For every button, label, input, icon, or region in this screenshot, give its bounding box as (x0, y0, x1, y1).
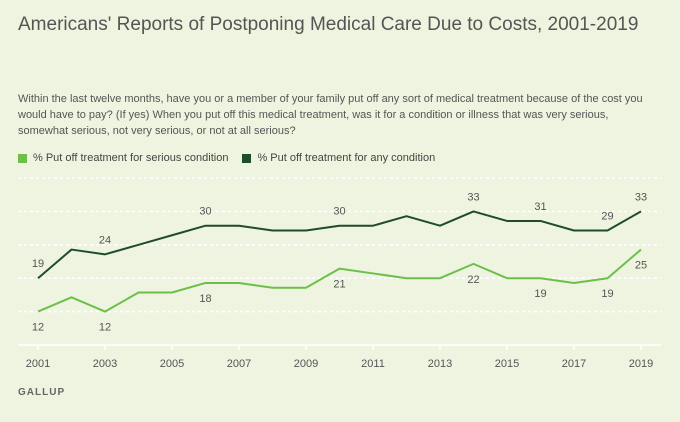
x-tick-label: 2007 (227, 358, 251, 370)
data-label: 18 (199, 293, 211, 305)
data-label: 33 (635, 191, 647, 203)
data-label: 30 (199, 206, 211, 218)
data-label: 21 (333, 279, 345, 291)
legend: % Put off treatment for serious conditio… (18, 151, 449, 165)
legend-label-any: % Put off treatment for any condition (257, 152, 436, 164)
x-tick-label: 2011 (361, 358, 385, 370)
data-label: 25 (635, 260, 647, 272)
data-label: 33 (467, 191, 479, 203)
data-label: 19 (32, 258, 44, 270)
x-tick-label: 2001 (26, 358, 50, 370)
legend-swatch-any (242, 153, 252, 163)
data-label: 22 (467, 274, 479, 286)
series-line-serious (37, 248, 642, 313)
data-label: 30 (333, 206, 345, 218)
data-label: 29 (601, 210, 613, 222)
x-tick-label: 2003 (93, 358, 117, 370)
data-label: 24 (99, 234, 111, 246)
data-label: 12 (32, 322, 44, 334)
chart-title: Americans' Reports of Postponing Medical… (18, 14, 639, 35)
data-label: 12 (99, 322, 111, 334)
survey-question: Within the last twelve months, have you … (18, 93, 643, 137)
legend-item-serious: % Put off treatment for serious conditio… (18, 152, 228, 164)
data-label: 19 (601, 288, 613, 300)
legend-label-serious: % Put off treatment for serious conditio… (33, 152, 229, 164)
series-line-any (37, 210, 642, 279)
x-tick-label: 2019 (629, 358, 653, 370)
source-label: GALLUP (18, 387, 66, 398)
legend-swatch-serious (18, 153, 27, 163)
x-tick-label: 2017 (562, 358, 586, 370)
x-tick-label: 2009 (294, 358, 318, 370)
x-tick-label: 2015 (495, 358, 519, 370)
x-tick-label: 2013 (428, 358, 452, 370)
data-label: 31 (534, 201, 546, 213)
legend-item-any: % Put off treatment for any condition (242, 152, 435, 164)
data-label: 19 (534, 288, 546, 300)
x-tick-label: 2005 (160, 358, 184, 370)
